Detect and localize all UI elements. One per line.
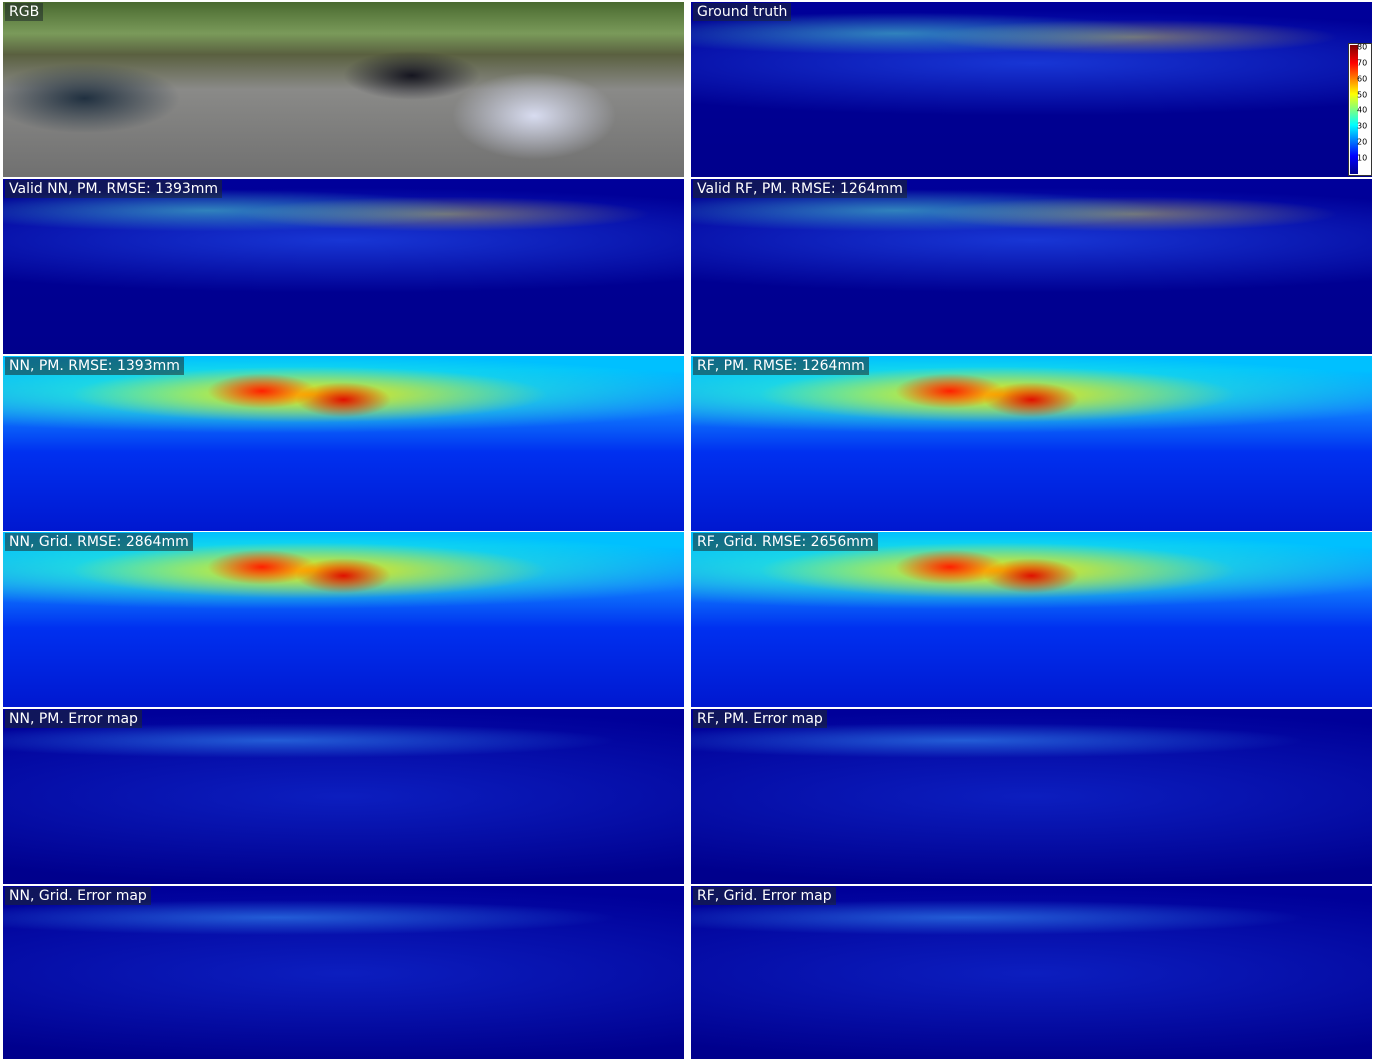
figure: RGB Ground truth Valid NN, PM. RMSE: 1393m… [0, 0, 1387, 1059]
colorbar-tick-label: 70 [1357, 58, 1367, 67]
colorbar-tick-label: 10 [1357, 154, 1367, 163]
image-panel: RGB [3, 2, 684, 177]
image-panel: RF, Grid. RMSE: 2656mm [691, 532, 1372, 707]
panel-label: Valid RF, PM. RMSE: 1264mm [693, 180, 907, 198]
colorbar-tick-label: 20 [1357, 138, 1367, 147]
image-panel: RF, PM. RMSE: 1264mm [691, 356, 1372, 531]
panel-label: RF, PM. Error map [693, 710, 827, 728]
image-panel: NN, PM. RMSE: 1393mm [3, 356, 684, 531]
image-panel: NN, PM. Error map [3, 709, 684, 884]
image-panel: NN, Grid. Error map [3, 886, 684, 1059]
colorbar-tick-label: 80 [1357, 43, 1367, 52]
colorbar-tick-label: 40 [1357, 106, 1367, 115]
panel-label: Ground truth [693, 3, 791, 21]
colorbar-tick-label: 30 [1357, 122, 1367, 131]
panel-label: NN, PM. RMSE: 1393mm [5, 357, 184, 375]
panel-label: RF, Grid. Error map [693, 887, 836, 905]
panel-label: RF, Grid. RMSE: 2656mm [693, 533, 878, 551]
panel-label: RGB [5, 3, 43, 21]
panel-label: NN, PM. Error map [5, 710, 142, 728]
colorbar-tick-label: 60 [1357, 74, 1367, 83]
colorbar-tick-label: 50 [1357, 90, 1367, 99]
image-panel: RF, Grid. Error map [691, 886, 1372, 1059]
panel-label: NN, Grid. Error map [5, 887, 151, 905]
image-panel: RF, PM. Error map [691, 709, 1372, 884]
image-panel: NN, Grid. RMSE: 2864mm [3, 532, 684, 707]
image-panel: Valid NN, PM. RMSE: 1393mm [3, 179, 684, 354]
panel-label: NN, Grid. RMSE: 2864mm [5, 533, 193, 551]
panel-label: Valid NN, PM. RMSE: 1393mm [5, 180, 222, 198]
panel-label: RF, PM. RMSE: 1264mm [693, 357, 869, 375]
image-panel: Valid RF, PM. RMSE: 1264mm [691, 179, 1372, 354]
image-panel: Ground truth [691, 2, 1372, 177]
